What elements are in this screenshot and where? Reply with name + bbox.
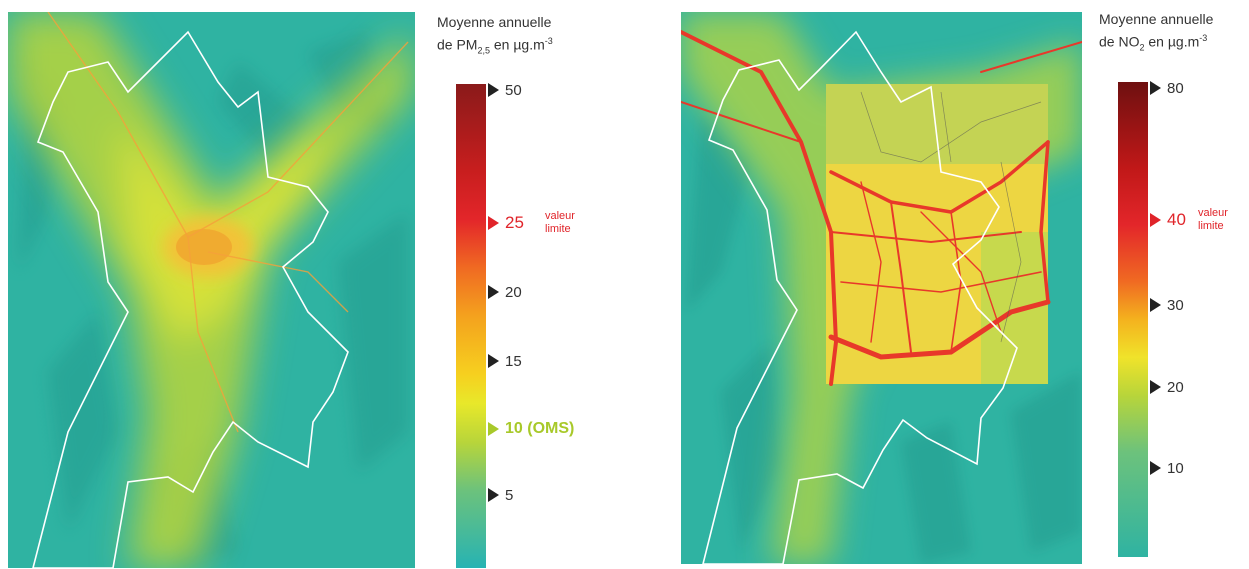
no2-color-scale bbox=[1118, 82, 1148, 557]
pm25-tick-10-oms: 10 (OMS) bbox=[488, 420, 574, 437]
pm25-tick-15: 15 bbox=[488, 353, 522, 370]
no2-tick-10: 10 bbox=[1150, 460, 1184, 477]
pm25-color-scale bbox=[456, 84, 486, 568]
pm25-tick-50: 50 bbox=[488, 82, 522, 99]
pm25-tick-25: 25 bbox=[488, 213, 524, 232]
no2-tick-20: 20 bbox=[1150, 379, 1184, 396]
no2-tick-40: 40 bbox=[1150, 210, 1186, 229]
pm25-legend-title: Moyenne annuelle de PM2,5 en µg.m-3 bbox=[437, 13, 597, 60]
no2-map bbox=[681, 12, 1082, 564]
pm25-legend-title-line1: Moyenne annuelle bbox=[437, 14, 552, 30]
no2-legend-title-line2: de NO2 en µg.m-3 bbox=[1099, 33, 1208, 53]
pm25-legend-title-line2: de PM2,5 en µg.m-3 bbox=[437, 36, 553, 56]
pm25-tick-20: 20 bbox=[488, 284, 522, 301]
no2-tick-30: 30 bbox=[1150, 297, 1184, 314]
pm25-limit-note: valeur limite bbox=[545, 210, 575, 235]
pm25-tick-5: 5 bbox=[488, 487, 513, 504]
pm25-map bbox=[8, 12, 415, 568]
no2-legend-title: Moyenne annuelle de NO2 en µg.m-3 bbox=[1099, 10, 1249, 57]
no2-tick-80: 80 bbox=[1150, 80, 1184, 97]
no2-limit-note: valeur limite bbox=[1198, 207, 1228, 232]
no2-legend-title-line1: Moyenne annuelle bbox=[1099, 11, 1214, 27]
